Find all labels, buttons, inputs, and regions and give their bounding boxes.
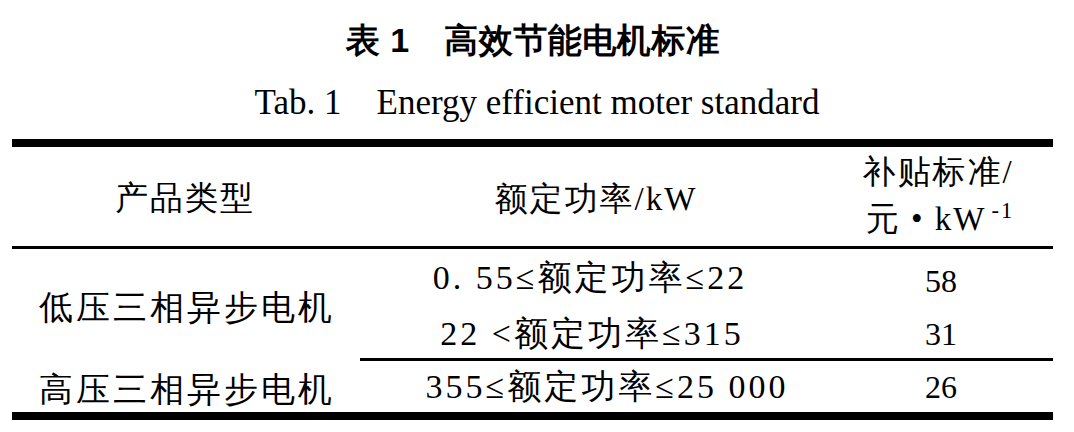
table-header-rule [12, 246, 1053, 249]
header-subsidy-unit: 元 • kW-1 [866, 200, 1014, 236]
cell-power-row3: 355≤额定功率≤25 000 [426, 370, 789, 404]
table-caption-zh: 表 1 高效节能电机标准 [346, 23, 720, 57]
header-product-type: 产品类型 [115, 182, 255, 215]
header-subsidy-line1: 补贴标准/ [862, 156, 1013, 189]
cell-product-type-high-voltage: 高压三相异步电机 [39, 373, 335, 407]
cell-subsidy-row3: 26 [925, 371, 957, 403]
header-rated-power: 额定功率/kW [495, 183, 698, 216]
cell-product-type-low-voltage: 低压三相异步电机 [39, 291, 335, 325]
header-subsidy-unit-sup: -1 [992, 198, 1015, 223]
cell-power-row1: 0. 55≤额定功率≤22 [433, 261, 747, 295]
table-caption-en: Tab. 1 Energy efficient moter standard [255, 85, 820, 120]
header-subsidy-unit-base: 元 • kW [866, 201, 987, 237]
cell-subsidy-row2: 31 [925, 318, 957, 350]
table-partial-rule [360, 358, 1053, 361]
cell-power-row2: 22 <额定功率≤315 [440, 317, 743, 351]
table-bottom-rule [12, 412, 1053, 420]
paper-table-figure: 表 1 高效节能电机标准 Tab. 1 Energy efficient mot… [0, 0, 1074, 432]
cell-subsidy-row1: 58 [925, 265, 957, 297]
table-top-rule [12, 139, 1053, 147]
